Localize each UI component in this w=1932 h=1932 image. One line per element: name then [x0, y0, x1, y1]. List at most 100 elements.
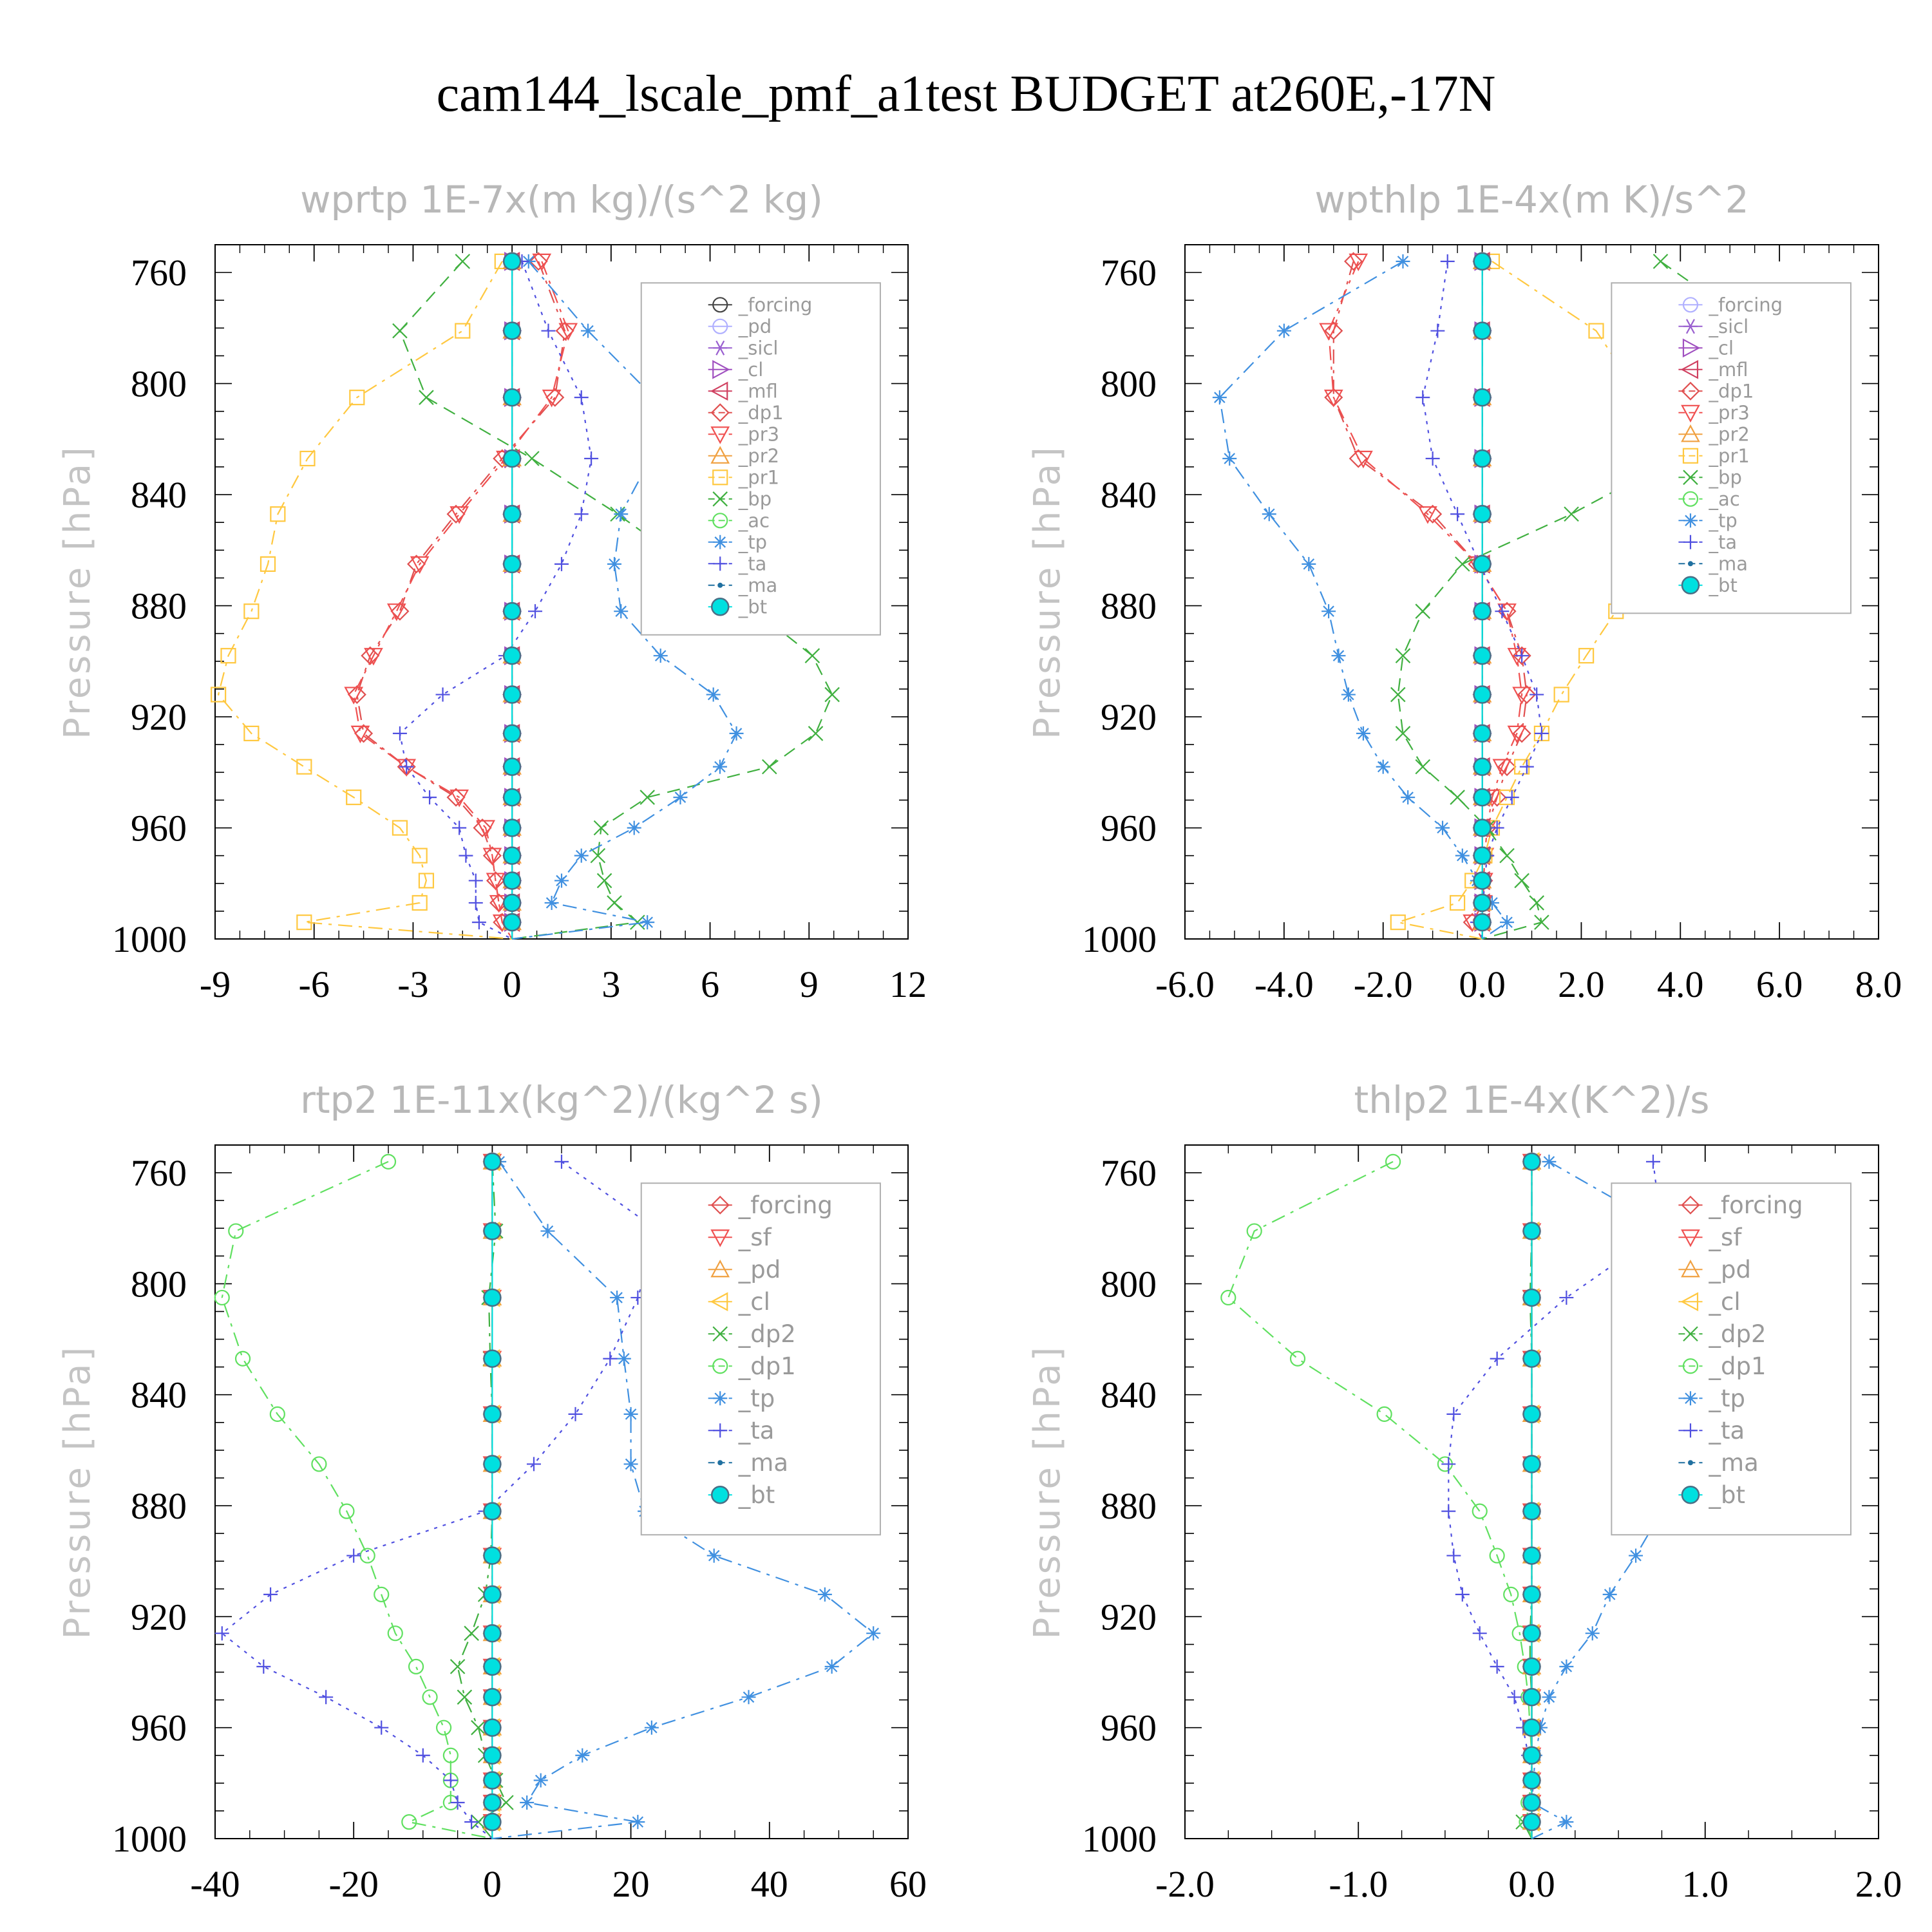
panel-2-seriesbt-point — [1473, 846, 1492, 865]
panel-1-seriesbt-point — [502, 724, 522, 743]
panel-2-seriesbt-point — [1473, 388, 1492, 407]
panel-4-seriestp-point — [1585, 1626, 1600, 1641]
panel-1-seriespr1-point — [412, 895, 428, 911]
panel-3-seriesbt-point — [483, 1812, 502, 1832]
panel-3-seriestp-point — [616, 1351, 631, 1366]
panel-4-seriesdp1-point — [1376, 1406, 1392, 1422]
panel-2-x-tick-label: -2.0 — [1354, 963, 1413, 1005]
panel-2-seriestp-point — [1376, 759, 1390, 774]
panel-4-seriesbt-point — [1522, 1812, 1541, 1832]
panel-4-legenddp1-point — [1682, 1358, 1699, 1374]
panel-3-legendbt-point — [710, 1485, 730, 1504]
panel-3-seriesdp1-point — [214, 1289, 230, 1306]
panel-1-seriesbt-point — [502, 646, 522, 665]
panel-3-seriesta-point — [256, 1659, 271, 1674]
panel-3-title: rtp2 1E-11x(kg^2)/(kg^2 s) — [300, 1078, 823, 1122]
panel-4-seriesdp1-point — [1385, 1153, 1401, 1170]
panel-4-seriesbt-point — [1522, 1405, 1541, 1424]
panel-1-seriestp-point — [640, 915, 655, 930]
panel-1-seriesta — [392, 254, 599, 940]
panel-1-seriespr1-point — [296, 759, 312, 775]
panel-2-x-tick-label: 6.0 — [1756, 963, 1803, 1005]
panel-1-legend-labelpr1: _pr1 — [738, 466, 779, 488]
panel-2-seriesta-point — [1440, 254, 1455, 269]
panel-1-seriesta-point — [471, 915, 486, 930]
panel-3-legend-labelbt: _bt — [738, 1481, 775, 1509]
panel-1-legend-labelpr3: _pr3 — [738, 423, 779, 445]
panel-2-seriesbt-point — [1473, 321, 1492, 340]
panel-1-seriesbp-point — [804, 648, 820, 663]
panel-1-x-tick-label: -3 — [397, 963, 428, 1005]
panel-3-x-tick-label: 20 — [612, 1863, 650, 1905]
panel-4-legendpd-point — [1681, 1259, 1700, 1278]
panel-4-y-tick-label: 920 — [1101, 1596, 1157, 1638]
panel-3-seriesta-point — [443, 1773, 458, 1788]
panel-2-x-tick-label: 2.0 — [1558, 963, 1605, 1005]
panel-4-seriestp-point — [1542, 1154, 1557, 1169]
panel-4-seriesta-point — [1490, 1659, 1504, 1674]
panel-1-seriesbt-point — [502, 871, 522, 890]
panel-1-seriesbt-point — [502, 757, 522, 776]
panel-2-y-tick-label: 880 — [1101, 585, 1157, 627]
panel-2-seriespr3-point — [1323, 390, 1343, 408]
panel-1-legend: _forcing_pd_sicl_cl_mfl_dp1_pr3_pr2_pr1_… — [640, 282, 881, 636]
panel-1-legend-labelta: _ta — [738, 553, 767, 574]
panel-1-seriesbt-point — [502, 819, 522, 837]
panel-3-seriesdp1-point — [234, 1350, 251, 1367]
panel-4-legend-box — [1611, 1182, 1852, 1536]
panel-3-seriesdp1-point — [408, 1658, 424, 1675]
panel-2-seriespr3-point — [1319, 323, 1338, 341]
panel-2-seriespr1-point — [1553, 687, 1569, 703]
panel-1-seriestp-point — [706, 687, 721, 702]
panel-3-legendforcing-point — [710, 1195, 730, 1215]
panel-2-seriestp-point — [1222, 451, 1237, 466]
panel-1-seriesta-point — [574, 390, 589, 405]
panel-1-x-tick-label: 12 — [889, 963, 927, 1005]
panel-1-seriespr3-point — [450, 506, 469, 524]
panel-2-seriesbt-point — [1473, 601, 1492, 621]
panel-3-seriesbt-point — [483, 1585, 502, 1604]
panel-3-seriesta-point — [526, 1457, 541, 1472]
panel-2-legend-labelbp: _bp — [1709, 466, 1742, 488]
panel-3-seriesbt-point — [483, 1718, 502, 1737]
panel-4-legend-labeldp1: _dp1 — [1709, 1352, 1766, 1380]
panel-1-seriespr3-point — [450, 789, 469, 808]
panel-3-seriesdp1-point — [311, 1456, 327, 1472]
panel-1-title: wprtp 1E-7x(m kg)/(s^2 kg) — [300, 178, 823, 222]
panel-1-y-tick-label: 800 — [131, 363, 187, 405]
panel-1-seriesbp-point — [455, 254, 471, 269]
panel-1-seriesta-point — [459, 848, 473, 863]
panel-1-seriespr3-point — [344, 687, 364, 705]
panel-1-seriesbt-point — [502, 601, 522, 621]
panel-2-seriesta-point — [1495, 604, 1510, 619]
panel-2-legend-labeldp1: _dp1 — [1709, 380, 1754, 402]
panel-2-seriespr3-line — [1327, 261, 1523, 940]
panel-1-seriespr3 — [344, 253, 578, 940]
figure-title: cam144_lscale_pmf_a1test BUDGET at260E,-… — [437, 66, 1496, 122]
panel-4-legend-labelforcing: _forcing — [1709, 1191, 1803, 1219]
panel-2-legend-labelpr2: _pr2 — [1709, 423, 1750, 445]
panel-1-seriesbt-point — [502, 846, 522, 865]
panel-1-seriestp-point — [627, 820, 641, 835]
panel-1-seriespr3-line — [353, 261, 569, 940]
panel-1-legend-labeldp1: _dp1 — [738, 402, 784, 424]
panel-4-legend-labeltp: _tp — [1709, 1385, 1746, 1412]
panel-1-legendforcing-point — [712, 297, 728, 313]
panel-1-seriestp-point — [574, 848, 589, 863]
panel-3-x-tick-label: 60 — [889, 1863, 927, 1905]
panel-4-seriesbt-point — [1522, 1624, 1541, 1643]
panel-2-legend-labelac: _ac — [1709, 488, 1740, 510]
panel-1-legend-labelforcing: _forcing — [738, 294, 813, 316]
panel-1-seriesbt-point — [502, 388, 522, 407]
panel-2-seriesdp1-point — [1488, 788, 1507, 807]
panel-1-seriesbp-point — [762, 759, 777, 775]
panel-1-seriesta-point — [528, 604, 543, 619]
panel-2-legendpr2-point — [1681, 424, 1700, 442]
panel-4-seriestp-point — [1542, 1690, 1557, 1705]
panel-1-seriesbp-point — [607, 895, 622, 911]
panel-2-legend-labelforcing: _forcing — [1709, 294, 1783, 316]
panel-1-seriestp-line — [511, 261, 737, 940]
panel-4-seriesta-point — [1441, 1504, 1456, 1519]
panel-3-seriestp-point — [706, 1548, 721, 1563]
panel-3-seriesta-point — [464, 1815, 479, 1830]
